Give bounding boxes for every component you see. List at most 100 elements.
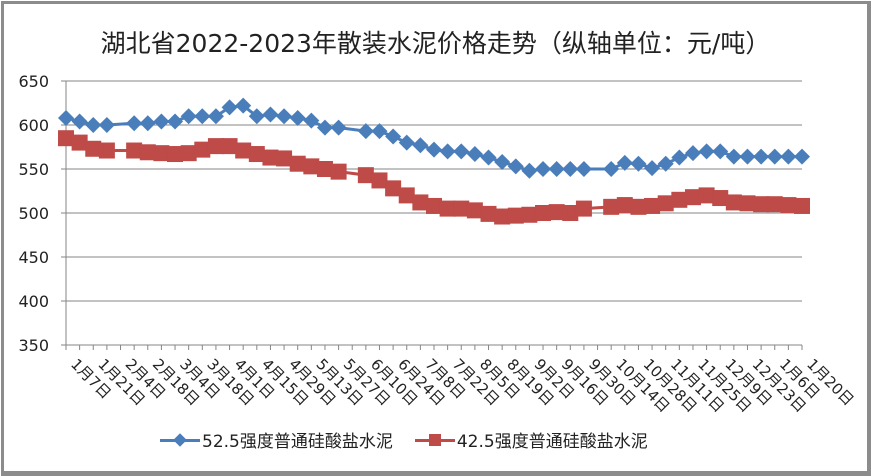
diamond-marker: [794, 148, 810, 165]
diamond-marker: [153, 113, 170, 130]
square-marker: [385, 180, 402, 197]
diamond-marker: [494, 153, 511, 170]
square-marker: [603, 198, 620, 215]
diamond-marker: [657, 155, 674, 172]
square-marker: [725, 194, 742, 211]
diamond-marker: [480, 149, 497, 166]
square-marker: [58, 130, 74, 147]
square-marker: [439, 200, 456, 217]
diamond-marker: [684, 145, 701, 162]
legend: 52.5强度普通硅酸盐水泥 42.5强度普通硅酸盐水泥: [160, 427, 670, 452]
diamond-marker: [521, 162, 538, 179]
square-marker: [207, 138, 224, 155]
diamond-marker: [453, 143, 470, 160]
y-tick-label: 600: [18, 116, 49, 135]
diamond-marker: [412, 137, 429, 154]
diamond-marker: [426, 141, 442, 158]
legend-label: 42.5强度普通硅酸盐水泥: [456, 432, 648, 452]
diamond-marker: [535, 161, 552, 177]
diamond-marker: [180, 108, 197, 125]
y-tick-label: 400: [18, 292, 49, 311]
square-marker: [98, 142, 115, 159]
square-marker: [398, 187, 415, 204]
diamond-marker: [644, 160, 661, 177]
series-group: [58, 97, 810, 225]
square-marker: [644, 197, 661, 214]
square-marker: [712, 190, 729, 207]
square-marker: [698, 187, 715, 204]
x-axis: 1月7日1月21日2月4日2月18日3月4日3月18日4月1日4月15日4月29…: [65, 344, 857, 416]
legend-label: 52.5强度普通硅酸盐水泥: [202, 432, 393, 452]
diamond-marker: [562, 161, 579, 177]
diamond-marker: [766, 148, 783, 165]
y-axis: 350 400 450 500 550 600 650: [18, 72, 67, 355]
diamond-marker: [194, 108, 211, 125]
diamond-marker: [712, 143, 729, 160]
square-marker: [630, 198, 647, 215]
square-marker: [494, 208, 511, 225]
y-tick-label: 500: [18, 204, 49, 223]
square-marker: [535, 205, 552, 221]
square-marker: [248, 146, 265, 163]
diamond-marker: [753, 148, 770, 165]
diamond-marker: [126, 115, 143, 132]
square-marker: [794, 197, 810, 214]
square-marker: [85, 140, 102, 157]
diamond-marker-icon: [160, 432, 200, 447]
y-tick-label: 450: [18, 248, 49, 267]
diamond-marker: [316, 119, 333, 136]
diamond-marker: [575, 161, 592, 177]
diamond-marker: [507, 158, 524, 175]
square-marker: [466, 202, 483, 219]
square-marker: [671, 191, 688, 208]
diamond-marker: [248, 108, 265, 125]
square-marker: [139, 144, 156, 161]
square-marker: [357, 167, 374, 184]
diamond-marker: [167, 113, 184, 130]
diamond-marker: [98, 117, 115, 133]
square-marker: [766, 196, 783, 213]
square-marker: [507, 207, 524, 224]
y-tick-label: 650: [18, 72, 49, 91]
diamond-marker: [671, 149, 688, 166]
square-marker: [739, 195, 756, 212]
square-marker: [562, 205, 579, 221]
square-marker: [657, 195, 674, 212]
diamond-marker: [221, 99, 238, 116]
square-marker: [153, 145, 170, 162]
square-marker: [276, 150, 293, 167]
square-marker: [548, 204, 565, 221]
diamond-marker: [548, 161, 565, 177]
legend-item-52-5: 52.5强度普通硅酸盐水泥: [160, 427, 393, 452]
legend-item-42-5: 42.5强度普通硅酸盐水泥: [414, 427, 648, 452]
diamond-marker: [289, 109, 306, 126]
square-marker: [616, 197, 633, 214]
square-marker: [303, 158, 320, 175]
square-marker: [412, 194, 429, 211]
diamond-marker: [725, 148, 742, 165]
y-tick-label: 350: [18, 336, 49, 355]
diamond-marker: [698, 143, 715, 160]
diamond-marker: [58, 109, 74, 126]
diamond-marker: [235, 97, 252, 114]
diamond-marker: [207, 108, 224, 125]
diamond-marker: [371, 123, 388, 140]
diamond-marker: [439, 143, 456, 160]
square-marker: [221, 138, 238, 155]
square-marker: [262, 149, 279, 166]
square-marker: [521, 206, 538, 223]
square-marker: [330, 163, 347, 180]
square-marker: [684, 189, 701, 206]
y-tick-label: 550: [18, 160, 49, 179]
diamond-marker: [739, 148, 756, 165]
diamond-marker: [398, 134, 415, 151]
square-marker: [71, 134, 88, 151]
square-marker: [453, 200, 470, 217]
square-marker: [316, 161, 333, 177]
diamond-marker: [139, 115, 156, 132]
diamond-marker: [330, 119, 347, 136]
square-marker: [180, 145, 197, 162]
square-marker: [167, 146, 184, 163]
square-marker: [780, 197, 797, 214]
